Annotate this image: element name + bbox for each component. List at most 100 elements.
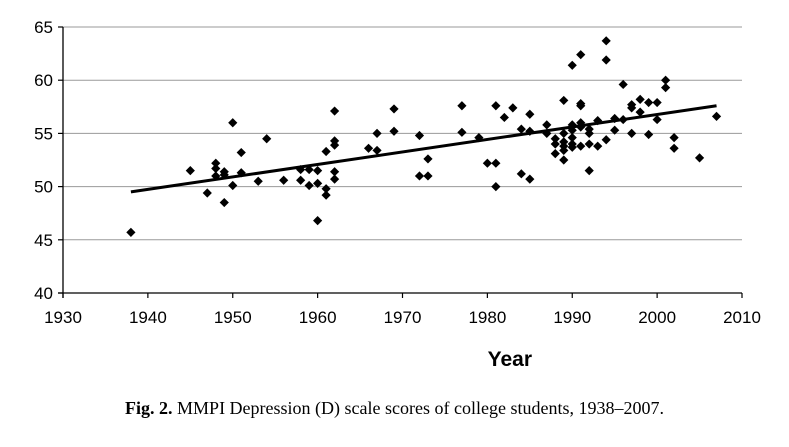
- data-point: [185, 166, 195, 176]
- data-point: [576, 141, 586, 151]
- data-point: [601, 55, 611, 65]
- data-point: [669, 133, 679, 143]
- data-point: [559, 145, 569, 156]
- data-point: [313, 166, 323, 176]
- y-tick-labels: 40 45 50 55 60 65: [34, 18, 53, 303]
- data-point: [516, 169, 526, 179]
- data-point: [635, 107, 645, 117]
- data-point: [253, 176, 263, 186]
- y-tick-label-60: 60: [34, 71, 53, 90]
- data-point: [330, 140, 340, 150]
- data-point: [296, 164, 306, 175]
- x-tick-label-2010: 2010: [723, 308, 761, 327]
- data-point: [414, 130, 425, 141]
- data-point: [423, 171, 433, 181]
- x-tick-label-1990: 1990: [553, 308, 591, 327]
- y-tick-label-65: 65: [34, 18, 53, 37]
- data-point: [228, 118, 238, 128]
- data-point: [550, 134, 560, 144]
- grid-lines: [63, 26, 742, 241]
- data-point: [516, 124, 526, 134]
- data-point: [635, 94, 645, 104]
- data-point: [202, 188, 212, 198]
- data-point: [550, 139, 560, 149]
- data-point: [576, 101, 586, 111]
- data-point: [304, 180, 314, 191]
- data-point: [525, 174, 535, 184]
- data-point: [508, 103, 518, 113]
- data-point: [711, 111, 722, 121]
- data-point: [610, 113, 620, 124]
- data-point: [627, 103, 637, 113]
- data-point: [211, 163, 221, 174]
- data-point: [694, 153, 705, 163]
- data-point: [313, 216, 323, 226]
- x-tick-label-1980: 1980: [468, 308, 506, 327]
- data-point: [219, 197, 229, 208]
- data-point: [661, 75, 671, 85]
- data-point: [313, 178, 323, 189]
- y-tick-label-55: 55: [34, 124, 53, 143]
- x-tick-label-1940: 1940: [129, 308, 167, 327]
- data-point: [584, 128, 594, 138]
- data-point: [627, 128, 637, 138]
- y-tick-label-50: 50: [34, 178, 53, 197]
- data-point: [389, 126, 399, 136]
- data-point: [330, 106, 340, 116]
- data-point: [262, 134, 272, 144]
- data-point: [457, 127, 467, 137]
- data-point: [559, 128, 569, 138]
- data-point: [542, 120, 552, 130]
- data-point: [652, 97, 662, 108]
- data-point: [296, 175, 306, 185]
- data-points: [126, 36, 722, 237]
- figure-caption: Fig. 2. MMPI Depression (D) scale scores…: [0, 398, 789, 419]
- data-point: [618, 79, 628, 90]
- data-point: [330, 167, 340, 177]
- data-point: [372, 145, 382, 156]
- x-tick-label-2000: 2000: [638, 308, 676, 327]
- caption-label: Fig. 2.: [125, 398, 173, 418]
- data-point: [330, 174, 340, 184]
- y-tick-label-45: 45: [34, 231, 53, 250]
- data-point: [559, 155, 569, 165]
- data-point: [525, 109, 535, 119]
- data-point: [584, 166, 594, 176]
- data-point: [567, 133, 577, 143]
- data-point: [567, 142, 577, 152]
- data-point: [304, 164, 314, 175]
- data-point: [491, 158, 501, 168]
- trend-line-group: [130, 104, 717, 194]
- data-point: [567, 60, 577, 70]
- data-point: [559, 95, 569, 106]
- data-point: [457, 101, 467, 111]
- data-point: [661, 83, 671, 93]
- data-point: [414, 171, 425, 181]
- x-axis-title: Year: [488, 348, 532, 371]
- data-point: [576, 50, 586, 60]
- data-point: [372, 128, 382, 138]
- data-point: [236, 147, 246, 158]
- data-point: [228, 180, 238, 191]
- data-point: [652, 114, 662, 125]
- data-point: [389, 104, 399, 114]
- data-point: [584, 139, 594, 149]
- data-point: [321, 190, 331, 200]
- x-tick-label-1950: 1950: [214, 308, 252, 327]
- caption-text: MMPI Depression (D) scale scores of coll…: [177, 398, 664, 418]
- data-point: [669, 143, 679, 153]
- data-point: [423, 154, 433, 164]
- data-point: [126, 227, 136, 237]
- y-tick-label-40: 40: [34, 284, 53, 303]
- data-point: [321, 184, 331, 194]
- data-point: [321, 146, 331, 157]
- axes: [58, 26, 743, 298]
- scatter-chart: 1930 1940 1950 1960 1970 1980 1990 2000 2010 404…: [34, 18, 761, 371]
- data-point: [593, 141, 603, 151]
- data-point: [499, 112, 509, 123]
- data-point: [279, 175, 289, 185]
- data-point: [482, 158, 492, 168]
- x-tick-label-1960: 1960: [299, 308, 337, 327]
- data-point: [550, 149, 560, 159]
- data-point: [610, 125, 620, 135]
